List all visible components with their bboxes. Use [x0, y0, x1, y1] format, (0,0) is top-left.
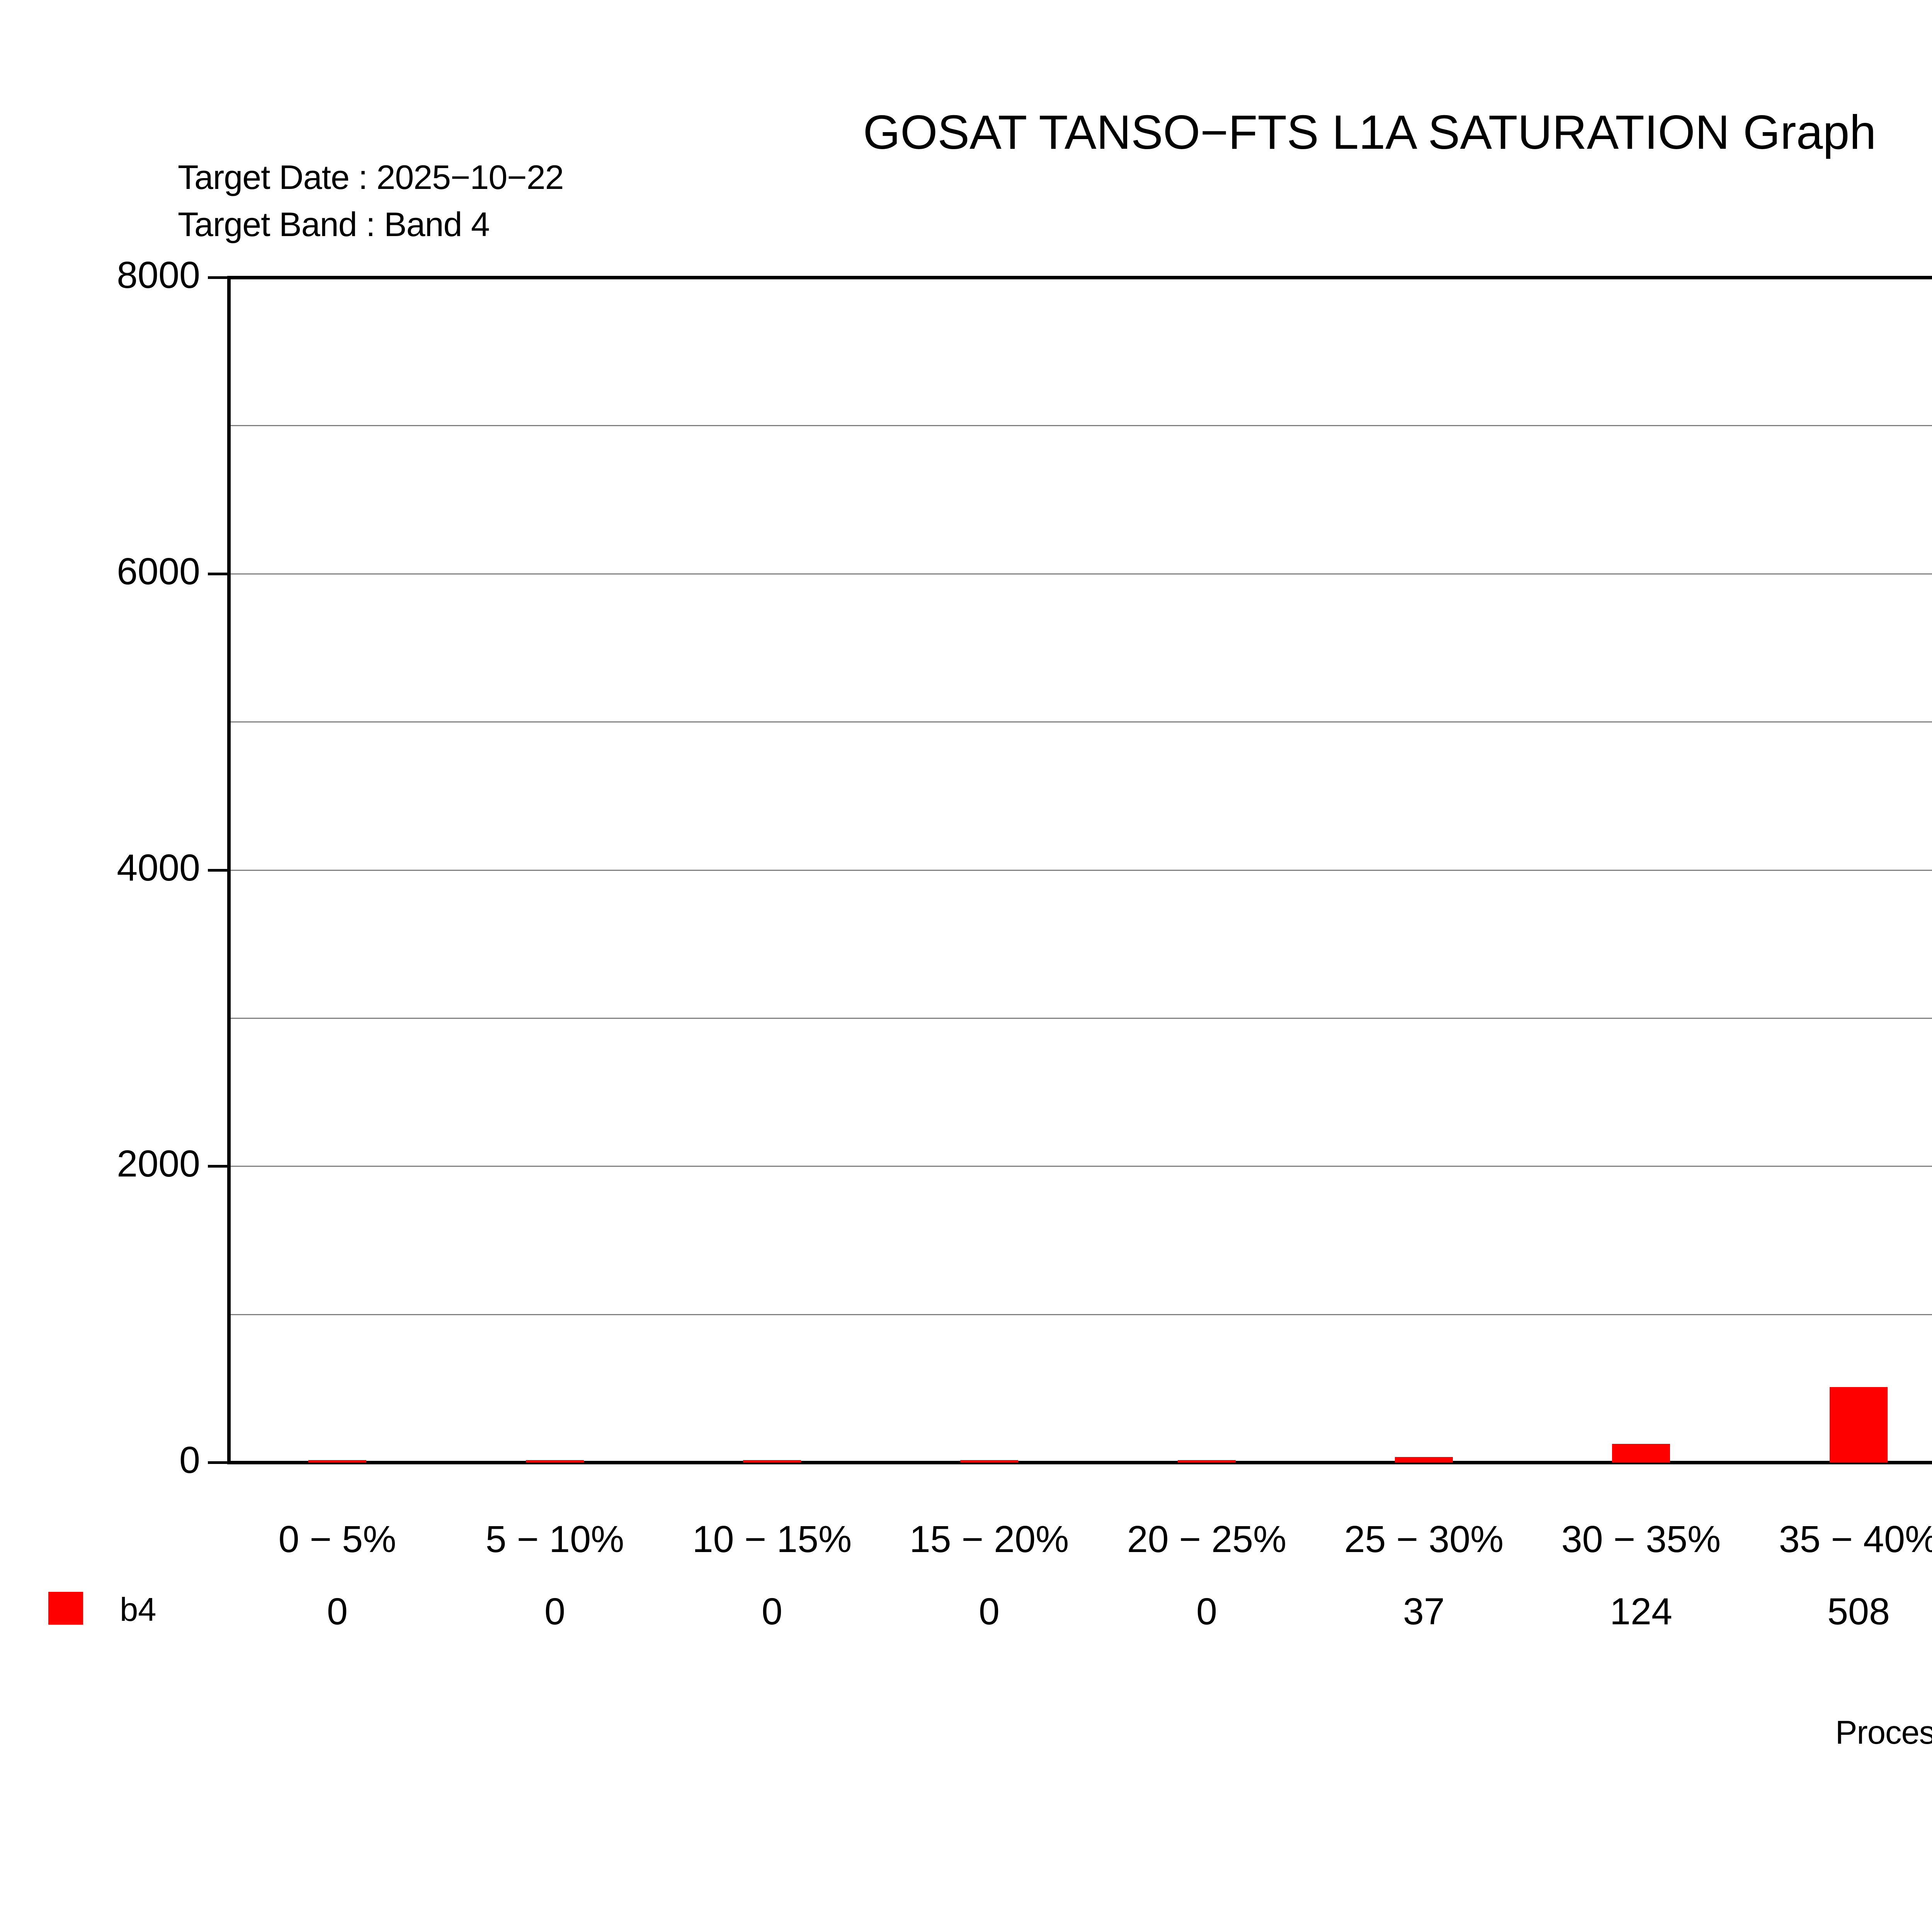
y-axis-tick-left	[208, 1461, 227, 1464]
bar-20 − 25%	[1178, 1460, 1236, 1462]
y-axis-tick-left	[208, 572, 227, 575]
x-category-label: 30 − 35%	[1561, 1518, 1721, 1560]
y-axis-tick-left	[208, 869, 227, 872]
bar-30 − 35%	[1612, 1444, 1670, 1462]
plot-frame-border	[227, 276, 1932, 1464]
bar-35 − 40%	[1830, 1387, 1888, 1462]
legend-label-b4: b4	[120, 1591, 156, 1628]
y-axis-tick-left	[208, 276, 227, 279]
y-gridline	[230, 869, 1932, 871]
y-tick-label: 8000	[117, 254, 200, 296]
bar-10 − 15%	[743, 1460, 801, 1462]
y-tick-label: 0	[179, 1439, 200, 1481]
value-label: 0	[979, 1590, 1000, 1632]
value-label: 0	[762, 1590, 782, 1632]
value-label: 508	[1827, 1590, 1890, 1632]
value-label: 37	[1403, 1590, 1445, 1632]
y-gridline	[230, 573, 1932, 575]
x-category-label: 25 − 30%	[1344, 1518, 1504, 1560]
value-label: 2566	[1921, 1590, 1932, 1633]
legend-swatch-b4	[48, 1592, 83, 1625]
x-category-label: 10 − 15%	[692, 1518, 852, 1560]
processed-by-label: Processed by JAXA/EORC at 2025−10−24 08:…	[1835, 1714, 1932, 1751]
y-tick-label: 6000	[117, 550, 200, 592]
chart-title: GOSAT TANSO−FTS L1A SATURATION Graph	[863, 106, 1876, 159]
y-axis-tick-left	[208, 1165, 227, 1168]
y-gridline	[230, 1314, 1932, 1315]
x-category-label: 35 − 40%	[1779, 1518, 1932, 1560]
bar-25 − 30%	[1395, 1457, 1453, 1462]
y-tick-label: 4000	[117, 846, 200, 889]
x-category-label: 5 − 10%	[485, 1518, 624, 1560]
target-date-label: Target Date : 2025−10−22	[178, 158, 564, 196]
bar-0 − 5%	[308, 1460, 366, 1462]
target-band-label: Target Band : Band 4	[178, 205, 490, 243]
y-gridline	[230, 425, 1932, 427]
value-label: 124	[1610, 1590, 1672, 1632]
value-label: 0	[544, 1590, 565, 1632]
bar-15 − 20%	[960, 1460, 1018, 1462]
bar-5 − 10%	[526, 1460, 584, 1462]
x-category-label: 0 − 5%	[278, 1518, 396, 1560]
y-tick-label: 2000	[117, 1142, 200, 1185]
y-gridline	[230, 1017, 1932, 1019]
x-category-label: 20 − 25%	[1127, 1518, 1287, 1560]
y-gridline	[230, 1166, 1932, 1167]
value-label: 0	[327, 1590, 348, 1632]
value-label: 0	[1196, 1590, 1217, 1632]
x-category-label: 15 − 20%	[909, 1518, 1069, 1560]
y-gridline	[230, 721, 1932, 723]
x-category-label: 40 − 45%	[1921, 1518, 1932, 1561]
